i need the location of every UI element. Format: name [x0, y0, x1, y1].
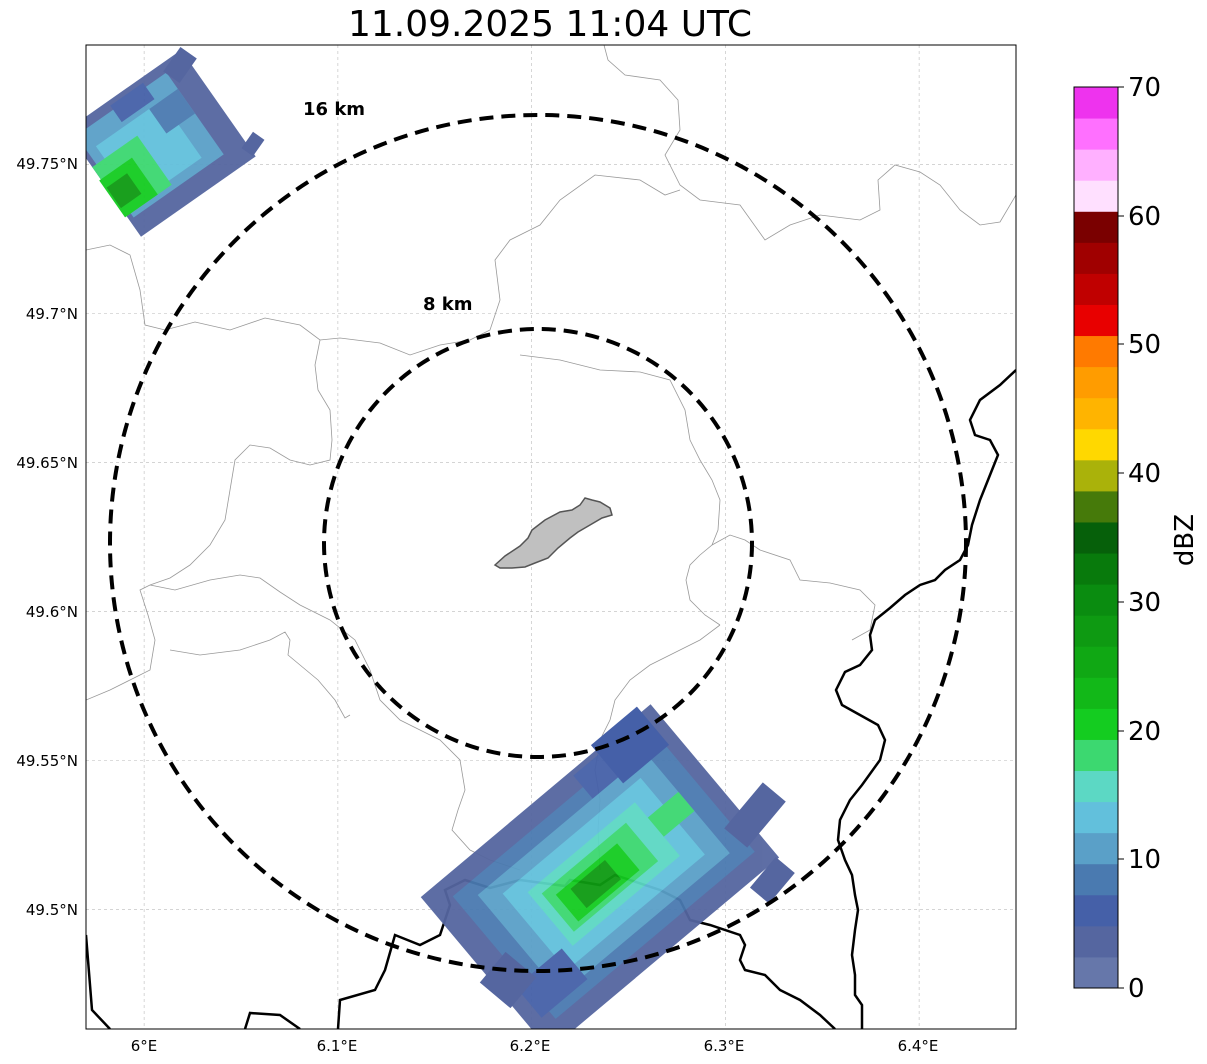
- lat-tick-label: 49.55°N: [16, 752, 78, 770]
- lat-tick-label: 49.75°N: [16, 155, 78, 173]
- ring-label-8km: 8 km: [423, 294, 473, 315]
- colorbar-swatch: [1074, 149, 1118, 181]
- colorbar-swatch: [1074, 180, 1118, 212]
- colorbar-tick-label: 70: [1128, 73, 1161, 103]
- colorbar-unit-label: dBZ: [1170, 514, 1200, 566]
- map-frame: [85, 44, 1017, 1030]
- colorbar-swatch: [1074, 521, 1118, 554]
- colorbar-swatch: [1074, 87, 1118, 119]
- colorbar-swatch: [1074, 894, 1118, 927]
- colorbar-swatch: [1074, 739, 1118, 772]
- lon-tick-label: 6.2°E: [510, 1037, 551, 1055]
- colorbar-tick-label: 40: [1128, 459, 1161, 489]
- lat-tick-label: 49.7°N: [26, 305, 78, 323]
- colorbar-swatch: [1074, 925, 1118, 958]
- colorbar-swatch: [1074, 304, 1118, 337]
- colorbar-swatch: [1074, 956, 1118, 989]
- lat-tick-label: 49.5°N: [26, 901, 78, 919]
- colorbar-swatch: [1074, 615, 1118, 647]
- latitude-axis: 49.75°N 49.7°N 49.65°N 49.6°N 49.55°N 49…: [16, 155, 78, 919]
- colorbar-swatch: [1074, 242, 1118, 274]
- colorbar-swatch: [1074, 459, 1118, 492]
- colorbar-swatch: [1074, 428, 1118, 461]
- colorbar-tick-label: 10: [1128, 845, 1161, 875]
- range-ring-8km: [322, 327, 754, 759]
- colorbar-swatch: [1074, 832, 1118, 865]
- admin-boundaries: [86, 45, 1016, 871]
- lat-tick-label: 49.6°N: [26, 603, 78, 621]
- colorbar-swatch: [1074, 863, 1118, 896]
- range-ring-16km: [108, 113, 968, 973]
- lat-tick-label: 49.65°N: [16, 454, 78, 472]
- colorbar-swatch: [1074, 335, 1118, 368]
- longitude-axis: 6°E 6.1°E 6.2°E 6.3°E 6.4°E: [131, 1037, 939, 1055]
- lon-tick-label: 6°E: [131, 1037, 158, 1055]
- colorbar-swatch: [1074, 801, 1118, 834]
- colorbar-tick-label: 30: [1128, 588, 1161, 618]
- lon-tick-label: 6.4°E: [898, 1037, 939, 1055]
- colorbar-swatches: [1074, 87, 1118, 989]
- lon-tick-label: 6.3°E: [704, 1037, 745, 1055]
- map-title: 11.09.2025 11:04 UTC: [347, 4, 753, 45]
- colorbar-swatch: [1074, 646, 1118, 678]
- range-rings: [108, 113, 968, 973]
- lon-tick-label: 6.1°E: [317, 1037, 358, 1055]
- colorbar-tick-label: 0: [1128, 974, 1145, 1004]
- colorbar-ticks: [1118, 86, 1124, 989]
- colorbar-tick-label: 20: [1128, 717, 1161, 747]
- colorbar-swatch: [1074, 770, 1118, 803]
- ring-label-16km: 16 km: [303, 99, 365, 120]
- reflectivity-field: [86, 46, 795, 1029]
- colorbar-tick-label: 60: [1128, 202, 1161, 232]
- colorbar-swatch: [1074, 553, 1118, 585]
- colorbar-swatch: [1074, 677, 1118, 709]
- colorbar-swatch: [1074, 397, 1118, 430]
- colorbar: 0 10 20 30 40 50 60 70 dBZ: [1073, 73, 1200, 1004]
- colorbar-swatch: [1074, 366, 1118, 399]
- colorbar-swatch: [1074, 211, 1118, 243]
- colorbar-swatch: [1074, 708, 1118, 740]
- colorbar-swatch: [1074, 584, 1118, 616]
- colorbar-swatch: [1074, 118, 1118, 150]
- colorbar-tick-label: 50: [1128, 330, 1161, 360]
- colorbar-swatch: [1074, 490, 1118, 523]
- city-area: [493, 497, 613, 569]
- colorbar-frame: [1073, 86, 1119, 989]
- colorbar-swatch: [1074, 273, 1118, 305]
